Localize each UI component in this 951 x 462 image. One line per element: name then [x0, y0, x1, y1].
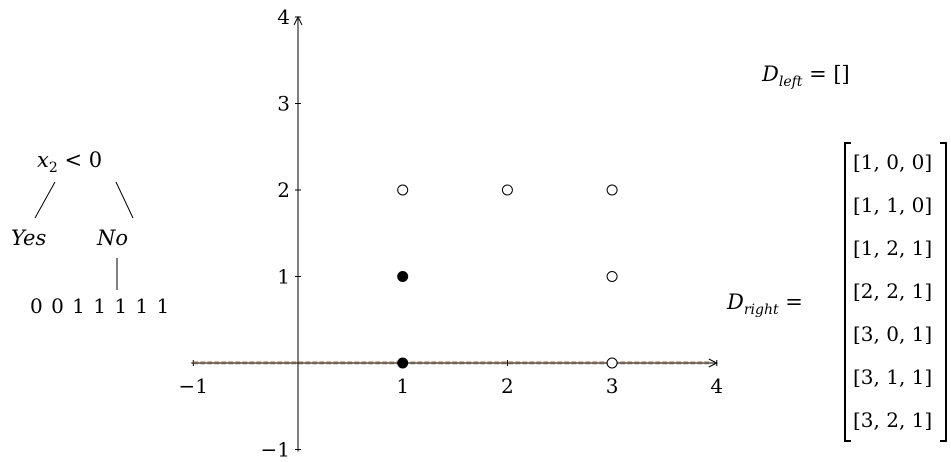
- d-right-matrix: [1, 0, 0] [1, 1, 0] [1, 2, 1] [2, 2, 1] [3, …: [843, 141, 948, 443]
- d-left-expression: Dleft = []: [762, 62, 850, 90]
- y-tick-label: 1: [277, 265, 290, 289]
- x-tick-label: −1: [179, 374, 208, 398]
- y-tick-label: 3: [277, 92, 290, 116]
- d-right-label: Dright =: [727, 290, 803, 318]
- tree-labels-sequence: 0 0 1 1 1 1 1: [30, 294, 170, 318]
- tree-no-label: No: [97, 226, 129, 250]
- d-left-sub: left: [778, 74, 803, 91]
- tree-edges: [34, 181, 134, 290]
- data-point-filled: [397, 357, 409, 369]
- x-tick-label: 4: [710, 374, 723, 398]
- tree-root-sub: 2: [48, 160, 58, 177]
- data-point-hollow: [606, 271, 618, 282]
- matrix-row: [3, 0, 1]: [853, 322, 933, 347]
- data-point-hollow: [606, 184, 618, 196]
- d-right-base: D: [727, 290, 744, 314]
- d-left-base: D: [762, 62, 779, 86]
- tree-edge-yes: [34, 181, 56, 219]
- tree-root-var: x: [37, 148, 49, 172]
- matrix-row: [3, 2, 1]: [853, 408, 933, 433]
- matrix-row: [1, 0, 0]: [853, 149, 933, 174]
- matrix-rows: [1, 0, 0] [1, 1, 0] [1, 2, 1] [2, 2, 1] [3, …: [849, 141, 941, 443]
- tree-yes-label: Yes: [11, 226, 47, 250]
- tree-edge-no: [115, 181, 134, 219]
- data-point-hollow: [397, 184, 409, 196]
- x-tick-label: 1: [396, 374, 409, 398]
- y-tick-label: 2: [277, 178, 290, 202]
- matrix-row: [3, 1, 1]: [853, 365, 933, 390]
- matrix-row: [1, 1, 0]: [853, 192, 933, 217]
- y-tick-label: 4: [277, 5, 290, 29]
- x-tick-label: 3: [606, 374, 619, 398]
- matrix-left-bracket: [844, 142, 851, 442]
- data-point-filled: [397, 271, 409, 282]
- x-tick-label: 2: [501, 374, 514, 398]
- y-tick-label: −1: [261, 438, 290, 462]
- d-left-value: = []: [802, 62, 850, 86]
- tree-root-condition: x2 < 0: [37, 148, 102, 176]
- d-right-equals: =: [778, 290, 803, 314]
- data-point-hollow: [606, 357, 618, 369]
- matrix-row: [1, 2, 1]: [853, 235, 933, 260]
- tree-root-rest: < 0: [57, 148, 103, 172]
- d-right-sub: right: [743, 302, 779, 319]
- data-point-hollow: [501, 184, 513, 196]
- matrix-row: [2, 2, 1]: [853, 279, 933, 303]
- matrix-right-bracket: [940, 142, 947, 442]
